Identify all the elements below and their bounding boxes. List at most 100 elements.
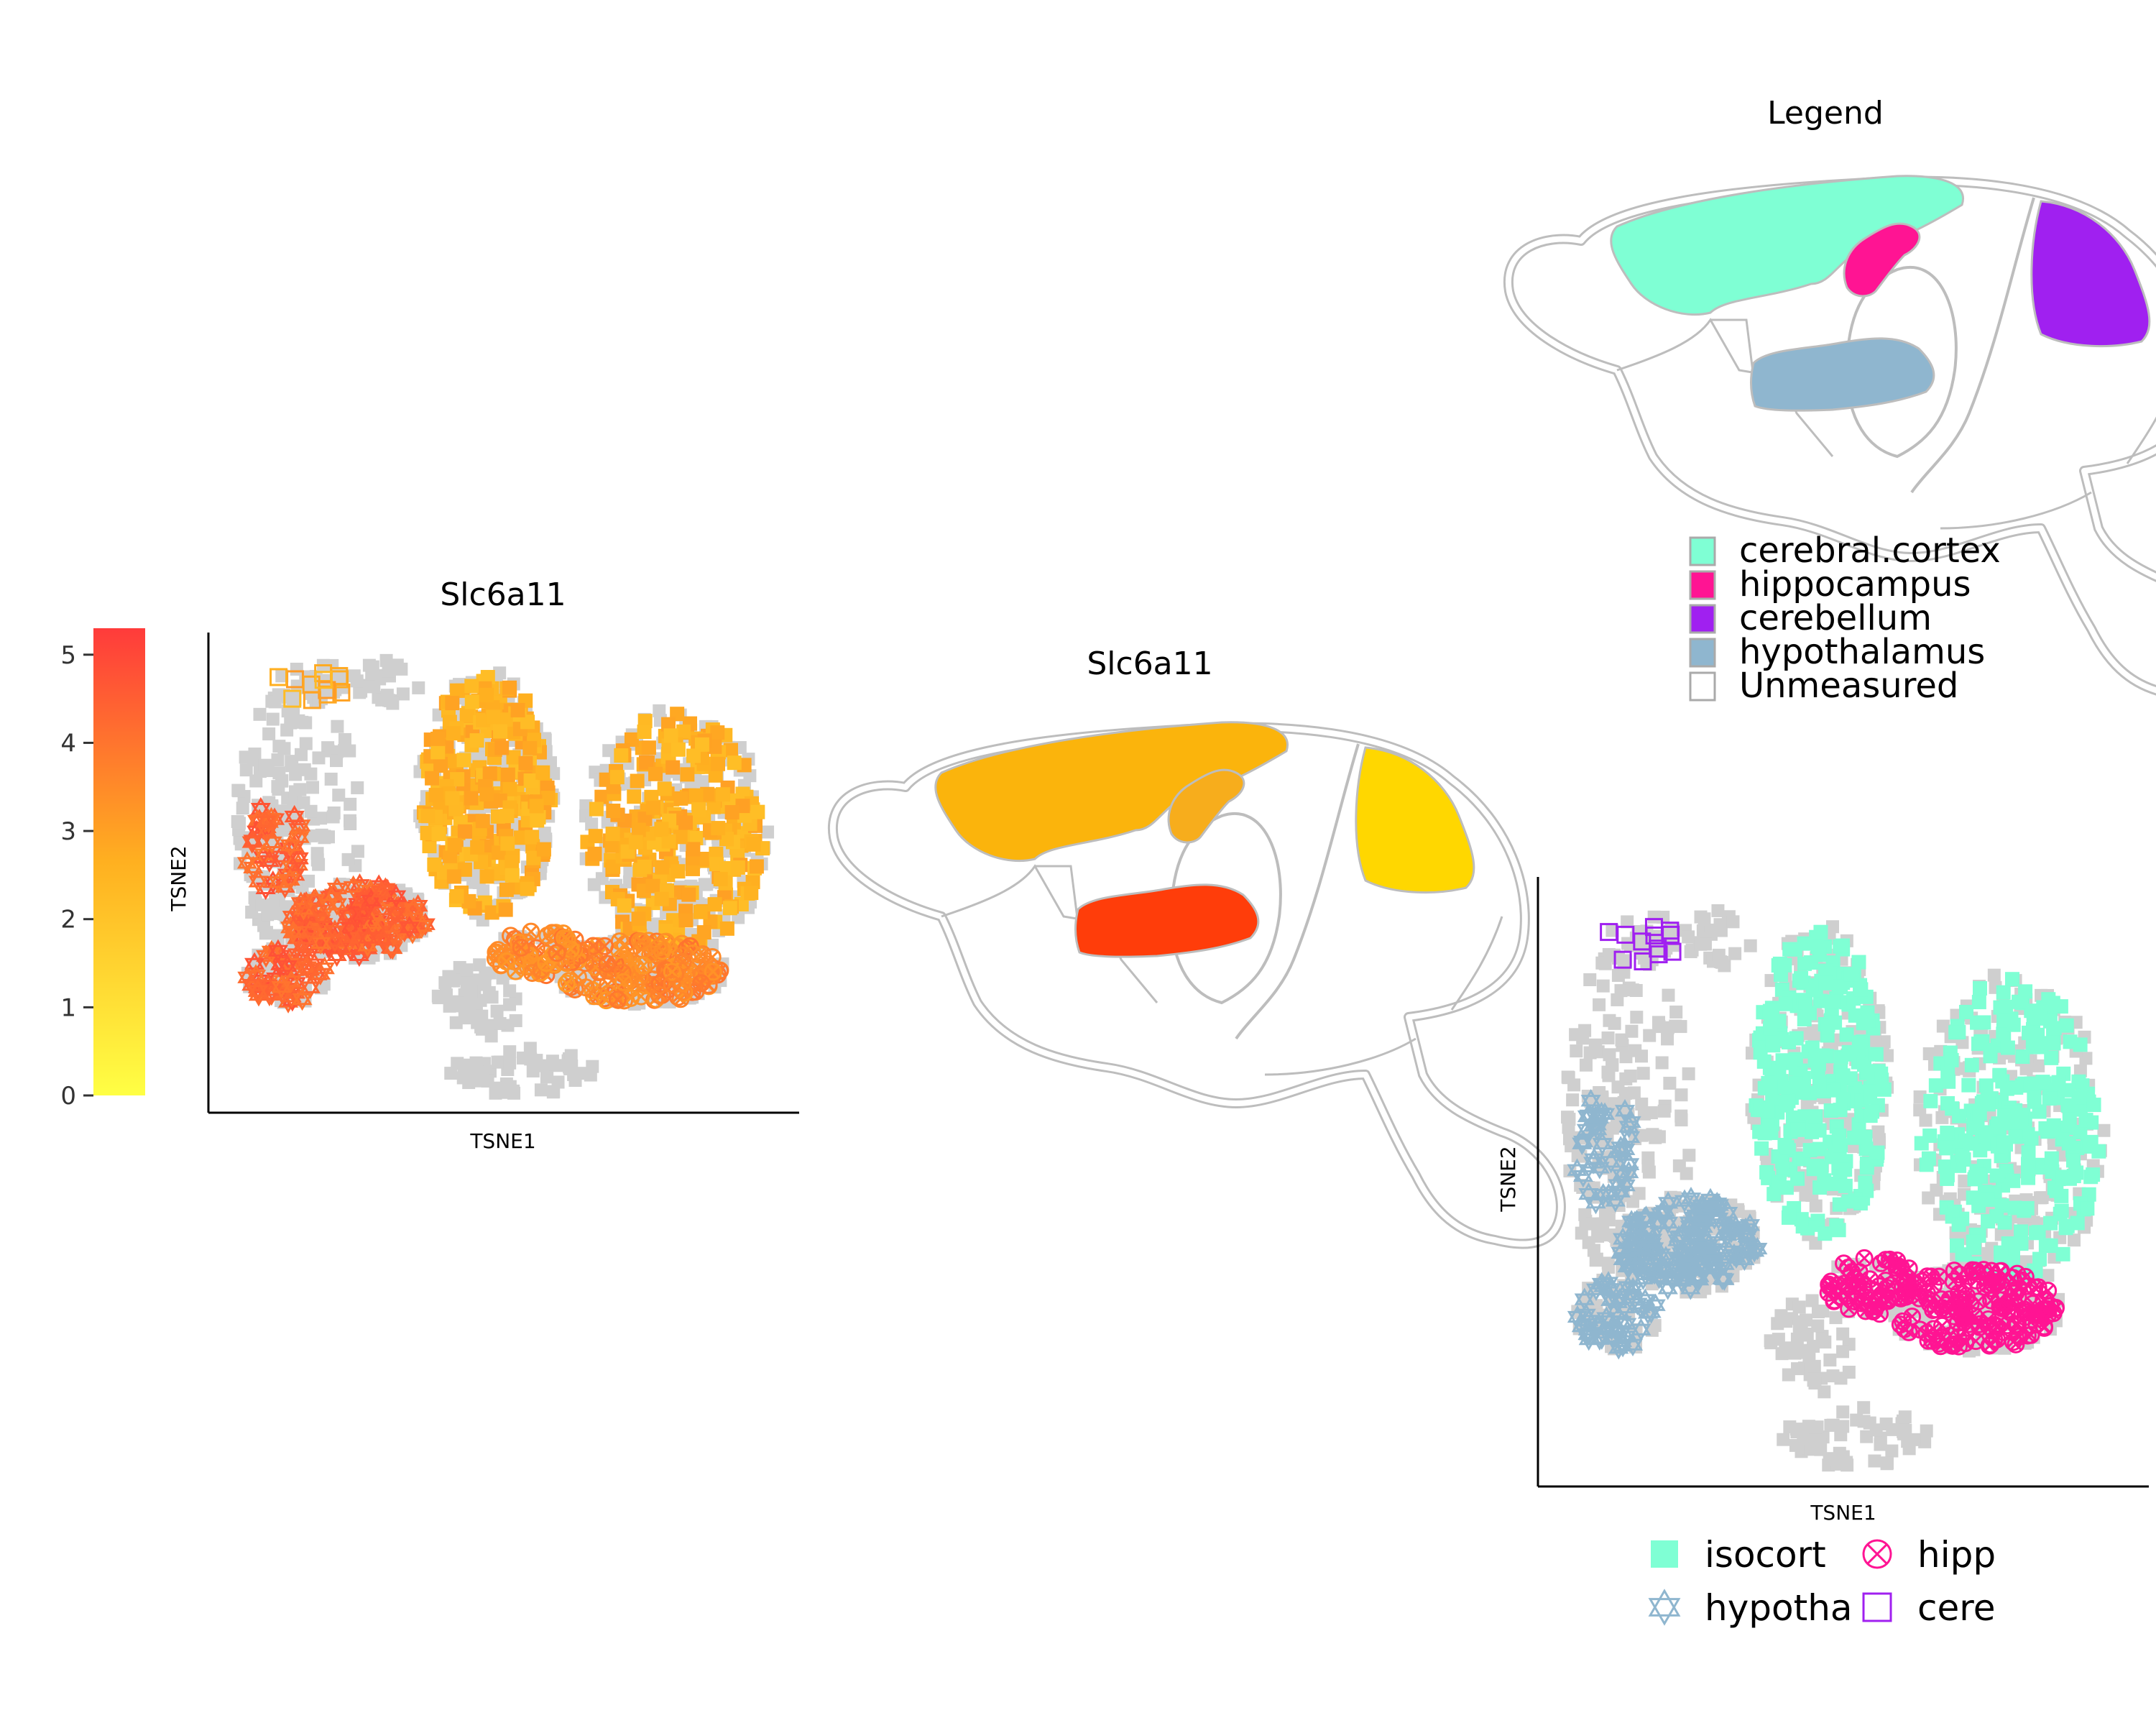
cell-hipp (1967, 1272, 1986, 1290)
cell-isocort (479, 869, 494, 884)
background-cell (1774, 1309, 1788, 1323)
background-cell (1627, 1086, 1641, 1100)
background-cell (1718, 959, 1731, 973)
background-cell (262, 727, 276, 741)
cell-isocort (475, 814, 490, 829)
cell-isocort (449, 888, 464, 904)
cell-isocort (673, 829, 688, 845)
cell-isocort (1818, 975, 1833, 991)
background-cell (1868, 1454, 1881, 1468)
cell-isocort (1779, 1180, 1794, 1195)
cell-hypotha (354, 902, 374, 926)
background-cell (1636, 1067, 1650, 1080)
background-cell (1637, 1107, 1651, 1121)
cell-isocort (654, 891, 669, 906)
cell-isocort (1976, 1015, 1991, 1030)
background-cell (503, 1056, 517, 1070)
cell-hipp (1845, 1269, 1864, 1288)
cell-isocort (2022, 1025, 2037, 1040)
background-cell (1907, 1433, 1921, 1446)
cell-isocort (605, 827, 620, 842)
cell-hipp (1911, 1320, 1930, 1339)
background-cell (2019, 1062, 2033, 1075)
cell-isocort (1939, 1141, 1954, 1156)
background-cell (1850, 1413, 1864, 1427)
cell-hypotha (358, 926, 379, 950)
background-cell (479, 967, 492, 980)
cell-hypotha (1618, 1152, 1639, 1177)
cell-isocort (500, 767, 515, 782)
cell-isocort (657, 781, 672, 796)
cell-isocort (1992, 1067, 2007, 1083)
cell-cere (1600, 923, 1618, 942)
cell-isocort (525, 829, 540, 845)
cell-hypotha (288, 847, 309, 870)
cell-isocort (1983, 1049, 1998, 1064)
cell-hypotha (361, 888, 382, 913)
cell-isocort (2006, 1173, 2021, 1188)
cell-hypotha (1631, 1318, 1651, 1341)
cell-isocort (513, 830, 528, 845)
background-cell (1615, 1033, 1628, 1047)
cell-hypotha (236, 851, 258, 875)
background-cell (1797, 1328, 1810, 1342)
cell-isocort (711, 821, 726, 836)
cell-isocort (1981, 1092, 1996, 1107)
background-cell (2068, 1233, 2081, 1247)
cell-hypotha (1735, 1217, 1756, 1241)
background-cell (396, 687, 410, 701)
cell-isocort (2021, 1145, 2036, 1160)
cell-hypotha (1717, 1223, 1738, 1247)
cell-isocort (446, 869, 461, 884)
cell-hipp (522, 922, 540, 941)
cell-hypotha (1718, 1200, 1738, 1225)
cell-hypotha (1574, 1287, 1595, 1311)
cell-isocort (461, 893, 476, 909)
cell-hipp (1998, 1316, 2017, 1335)
background-cell (332, 789, 346, 802)
background-cell (1614, 984, 1628, 998)
cell-isocort (1778, 996, 1793, 1011)
cell-isocort (2086, 1098, 2101, 1113)
cell-hipp (2040, 1300, 2058, 1319)
background-cell (493, 1016, 507, 1030)
background-cell (1885, 1444, 1899, 1458)
background-cell (1918, 1435, 1932, 1448)
cell-isocort (2058, 1221, 2073, 1236)
cell-isocort (430, 745, 446, 760)
background-cell (1657, 1104, 1671, 1118)
cell-isocort (671, 742, 686, 757)
cell-isocort (1843, 967, 1858, 982)
cell-hypotha (282, 920, 304, 944)
background-cell (366, 660, 379, 674)
cell-isocort (1825, 994, 1841, 1009)
background-cell (547, 767, 561, 781)
cell-isocort (445, 791, 460, 806)
background-cell (1674, 1088, 1688, 1102)
cell-isocort (696, 925, 711, 940)
cell-isocort (1994, 1250, 2009, 1265)
cell-isocort (1966, 1120, 1981, 1135)
background-cell (233, 817, 247, 830)
cell-isocort (1753, 1103, 1768, 1118)
cell-isocort (719, 921, 734, 936)
cell-hipp (1840, 1300, 1858, 1318)
cell-isocort (1980, 1192, 1995, 1208)
cell-isocort (678, 815, 694, 830)
legend-key-hypotha (1648, 1589, 1681, 1626)
background-cell (1795, 1315, 1808, 1328)
cell-isocort (631, 911, 646, 927)
background-cell (285, 755, 298, 768)
cell-isocort (673, 791, 688, 806)
cell-isocort (1989, 1168, 2004, 1183)
background-cell (1792, 1300, 1806, 1314)
background-cell (1661, 1032, 1674, 1046)
cell-hypotha (255, 809, 276, 834)
cell-isocort (1779, 1140, 1795, 1155)
cell-isocort (498, 712, 513, 727)
cell-isocort (614, 748, 629, 763)
background-cell (2097, 1123, 2111, 1137)
cell-isocort (1818, 1226, 1833, 1241)
cell-cere (314, 671, 333, 689)
